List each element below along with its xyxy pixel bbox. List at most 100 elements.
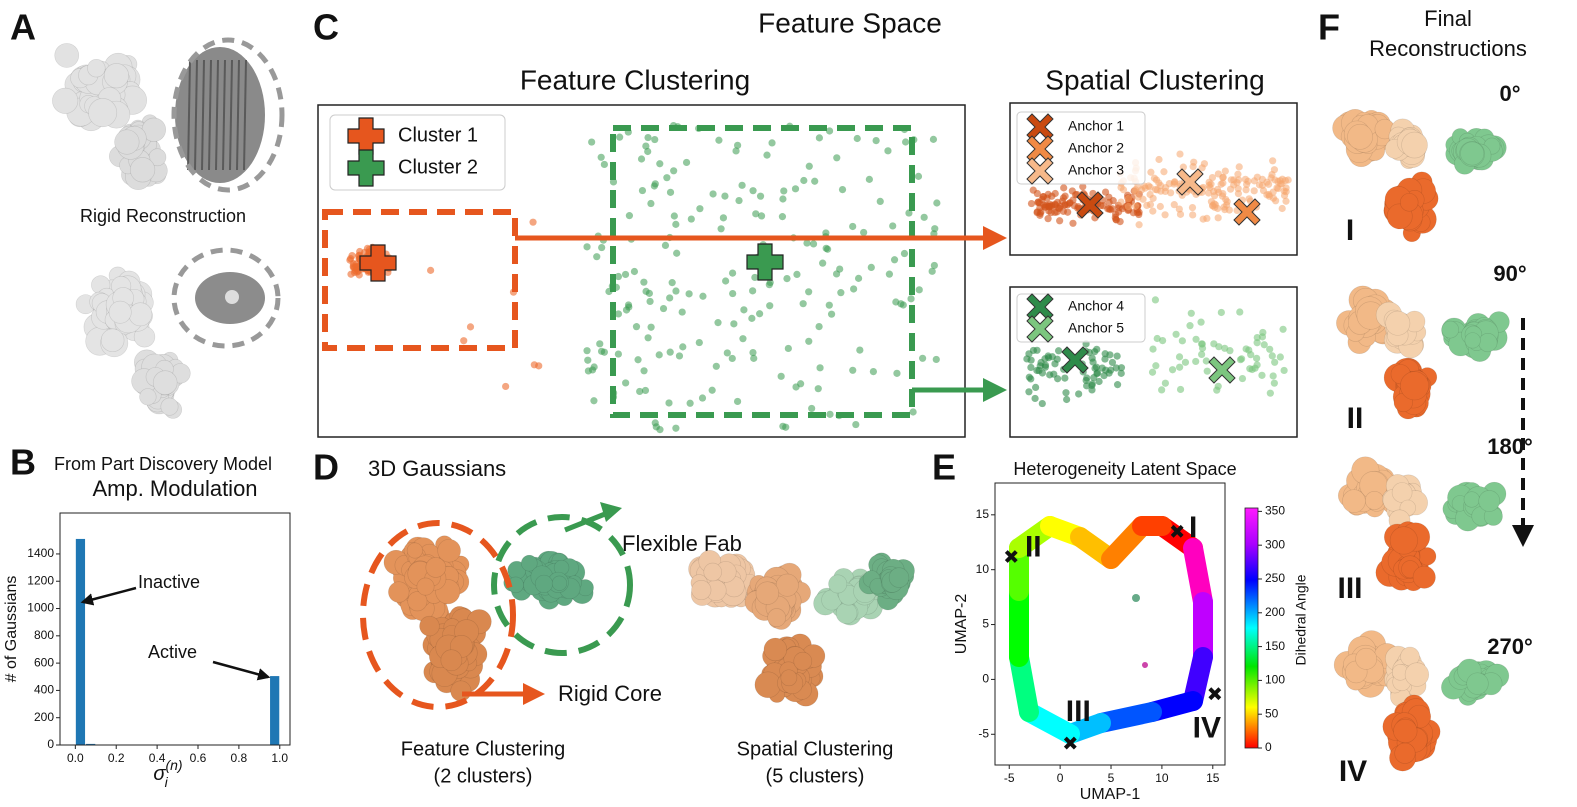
point: [672, 220, 680, 228]
point: [808, 404, 816, 413]
point: [1260, 341, 1268, 349]
cluster-center: [359, 244, 397, 282]
legend-label: Anchor 4: [1068, 298, 1124, 314]
axes-frame: [59, 512, 291, 746]
point: [1117, 369, 1125, 377]
blob-sphere: [1355, 647, 1378, 670]
point: [1088, 386, 1096, 394]
angle-label: 180°: [1487, 434, 1533, 459]
y-tick-label: 15: [976, 507, 990, 521]
blob-sphere: [520, 554, 538, 572]
point: [663, 174, 671, 182]
point: [584, 356, 592, 364]
point: [1148, 368, 1157, 376]
point: [583, 347, 591, 355]
x-tick-label: 10: [1155, 771, 1169, 785]
point: [1234, 170, 1242, 178]
point: [933, 199, 941, 207]
point: [1035, 199, 1044, 207]
point: [1124, 195, 1133, 203]
point: [915, 286, 923, 294]
blob-sphere: [152, 370, 178, 395]
point: [867, 263, 875, 272]
legend-label: Anchor 2: [1068, 140, 1124, 156]
point: [1246, 365, 1254, 373]
blob-sphere: [703, 562, 722, 582]
point: [644, 147, 652, 156]
point: [596, 340, 604, 348]
point: [1186, 322, 1194, 330]
y-tick-label: 10: [976, 562, 990, 576]
blob-sphere: [406, 542, 423, 559]
blob-sphere: [54, 43, 80, 68]
point: [1055, 347, 1063, 355]
point: [1198, 164, 1206, 172]
point: [1217, 308, 1225, 317]
point: [1176, 385, 1185, 394]
blob-sphere: [1400, 371, 1430, 401]
point: [749, 187, 757, 195]
point: [1274, 177, 1282, 186]
point: [756, 192, 765, 200]
point: [890, 256, 899, 264]
y-tick-label: 400: [34, 683, 54, 697]
point: [621, 270, 630, 279]
point: [1117, 198, 1125, 206]
state-label: III: [1066, 695, 1091, 728]
blob-sphere: [1464, 332, 1481, 349]
point: [588, 366, 597, 374]
blob-sphere: [450, 680, 472, 702]
point: [900, 249, 909, 258]
point: [860, 228, 868, 237]
state-marker: [1063, 736, 1077, 750]
arrow-head: [523, 683, 545, 705]
point: [819, 259, 827, 267]
latent-cluster: [1132, 594, 1140, 602]
blob-sphere: [534, 574, 553, 593]
point: [717, 225, 725, 233]
arrow-head: [1512, 525, 1534, 547]
blob-sphere: [108, 300, 132, 324]
point: [1104, 205, 1112, 213]
colorbar-tick-label: 300: [1265, 537, 1285, 551]
point: [1225, 206, 1233, 214]
point: [1146, 183, 1154, 191]
point: [1192, 335, 1200, 343]
point: [1108, 358, 1117, 367]
point: [1215, 188, 1223, 196]
point: [811, 177, 819, 185]
point: [670, 212, 678, 220]
x-axis-label: σ(n) i: [153, 757, 182, 790]
point: [1220, 203, 1228, 211]
state-label: II: [1025, 530, 1042, 563]
point: [1031, 394, 1039, 403]
point: [1192, 357, 1200, 366]
y-tick-label: 1200: [27, 573, 54, 587]
point: [1251, 364, 1259, 372]
point: [1176, 363, 1184, 371]
point: [1226, 185, 1235, 193]
y-tick-label: 800: [34, 628, 54, 642]
point: [1039, 193, 1047, 201]
point: [827, 310, 836, 318]
bar: [270, 676, 280, 745]
state-marker: [1004, 550, 1018, 563]
title: Reconstructions: [1369, 36, 1527, 61]
cluster-center: [746, 243, 784, 281]
point: [892, 298, 900, 306]
point: [1172, 330, 1180, 338]
point: [1269, 157, 1277, 165]
point: [1063, 395, 1071, 404]
point: [1242, 345, 1250, 353]
point: [836, 265, 844, 273]
blob-sphere: [1399, 193, 1419, 212]
blob-sphere: [103, 63, 130, 89]
bar: [75, 538, 86, 745]
point: [678, 308, 686, 316]
point: [1263, 178, 1271, 186]
blob-sphere: [1394, 742, 1416, 764]
point: [719, 214, 728, 222]
label-base: σ: [153, 763, 166, 785]
point: [1178, 337, 1186, 345]
point: [791, 185, 800, 193]
